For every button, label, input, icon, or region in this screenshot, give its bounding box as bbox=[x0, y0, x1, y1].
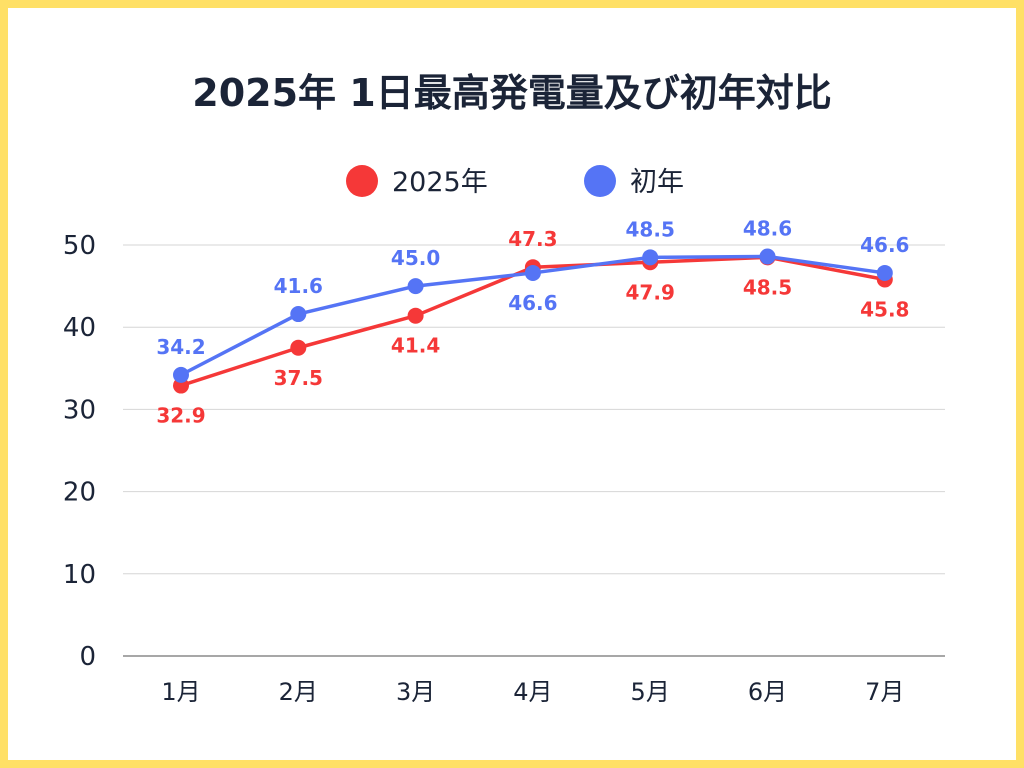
data-label: 37.5 bbox=[274, 366, 323, 390]
data-label: 48.5 bbox=[626, 217, 675, 241]
data-label: 45.8 bbox=[860, 298, 909, 322]
data-label: 47.9 bbox=[626, 280, 675, 304]
chart-frame: 2025年 1日最高発電量及び初年対比 2025年 初年 0 10 20 30 40 50… bbox=[8, 8, 1016, 760]
x-tick-label: 6月 bbox=[748, 678, 787, 706]
data-label: 32.9 bbox=[156, 404, 205, 428]
y-tick-label: 0 bbox=[79, 642, 96, 672]
legend-marker-first-year bbox=[584, 165, 616, 197]
data-point bbox=[876, 264, 893, 281]
data-point bbox=[642, 249, 659, 266]
data-label: 48.6 bbox=[743, 217, 792, 241]
data-point bbox=[290, 339, 307, 356]
x-tick-label: 1月 bbox=[161, 678, 200, 706]
x-tick-label: 2月 bbox=[279, 678, 318, 706]
y-axis-ticks: 0 10 20 30 40 50 bbox=[63, 231, 96, 672]
y-tick-label: 20 bbox=[63, 478, 96, 508]
data-point bbox=[524, 264, 541, 281]
x-tick-label: 4月 bbox=[513, 678, 552, 706]
y-tick-label: 50 bbox=[63, 231, 96, 261]
legend-label-first-year: 初年 bbox=[630, 167, 684, 198]
data-label: 41.6 bbox=[274, 274, 323, 298]
series-layer bbox=[173, 248, 893, 394]
data-point bbox=[290, 306, 307, 323]
data-label: 46.6 bbox=[860, 233, 909, 257]
y-tick-label: 10 bbox=[63, 560, 96, 590]
data-labels: 32.9 37.5 41.4 47.3 47.9 48.5 45.8 34.2 41.6 45.0… bbox=[156, 217, 909, 428]
legend: 2025年 初年 bbox=[346, 165, 684, 198]
data-point bbox=[173, 366, 189, 383]
x-tick-label: 7月 bbox=[865, 678, 904, 706]
x-axis-ticks: 1月 2月 3月 4月 5月 6月 7月 bbox=[161, 678, 904, 706]
data-label: 46.6 bbox=[508, 291, 557, 315]
data-point bbox=[759, 248, 776, 265]
line-chart: 2025年 1日最高発電量及び初年対比 2025年 初年 0 10 20 30 40 50… bbox=[63, 71, 945, 706]
data-label: 48.5 bbox=[743, 275, 792, 299]
legend-label-2025: 2025年 bbox=[392, 167, 488, 198]
data-point bbox=[407, 278, 424, 295]
y-tick-label: 40 bbox=[63, 313, 96, 343]
y-tick-label: 30 bbox=[63, 395, 96, 425]
data-label: 45.0 bbox=[391, 246, 440, 270]
data-label: 41.4 bbox=[391, 334, 440, 358]
data-point bbox=[407, 307, 424, 324]
x-tick-label: 3月 bbox=[396, 678, 435, 706]
chart-title: 2025年 1日最高発電量及び初年対比 bbox=[192, 71, 831, 115]
gridlines bbox=[123, 244, 945, 657]
data-label: 47.3 bbox=[508, 227, 557, 251]
x-tick-label: 5月 bbox=[631, 678, 670, 706]
legend-marker-2025 bbox=[346, 165, 378, 197]
data-label: 34.2 bbox=[156, 335, 205, 359]
